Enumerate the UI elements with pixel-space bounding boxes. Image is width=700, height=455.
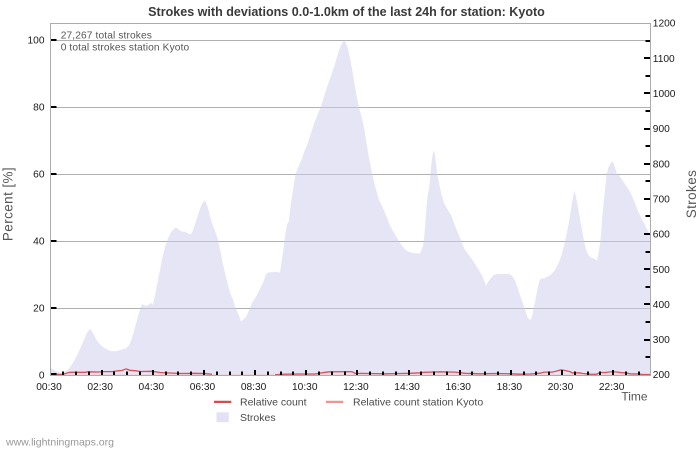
svg-text:00:30: 00:30 [36,382,62,393]
svg-text:20:30: 20:30 [548,382,574,393]
svg-text:Strokes: Strokes [240,412,276,424]
svg-text:400: 400 [653,300,670,311]
svg-text:20: 20 [33,303,45,314]
svg-text:04:30: 04:30 [139,382,165,393]
svg-text:Relative count: Relative count [240,396,307,408]
svg-text:06:30: 06:30 [190,382,216,393]
svg-text:18:30: 18:30 [497,382,523,393]
svg-text:700: 700 [653,195,670,206]
svg-text:27,267 total strokes: 27,267 total strokes [61,30,152,41]
svg-text:200: 200 [653,370,670,381]
svg-text:1100: 1100 [653,54,675,65]
svg-text:0 total strokes station Kyoto: 0 total strokes station Kyoto [61,42,190,53]
svg-text:40: 40 [33,236,45,247]
svg-text:1000: 1000 [653,89,676,100]
svg-text:16:30: 16:30 [445,382,471,393]
svg-text:08:30: 08:30 [241,382,267,393]
svg-text:1200: 1200 [653,19,676,30]
svg-text:600: 600 [653,230,670,241]
svg-text:22:30: 22:30 [599,382,625,393]
svg-text:14:30: 14:30 [394,382,420,393]
svg-text:10:30: 10:30 [292,382,318,393]
svg-text:900: 900 [653,124,670,135]
svg-text:0: 0 [39,370,45,381]
svg-text:www.lightningmaps.org: www.lightningmaps.org [5,437,114,449]
svg-text:Strokes with deviations 0.0-1.: Strokes with deviations 0.0-1.0km of the… [148,5,545,19]
svg-text:Time: Time [621,390,648,404]
svg-text:100: 100 [28,36,45,47]
svg-text:Strokes: Strokes [684,170,699,219]
svg-text:80: 80 [33,103,45,114]
svg-text:60: 60 [33,170,45,181]
svg-text:300: 300 [653,335,670,346]
svg-text:02:30: 02:30 [87,382,113,393]
svg-text:800: 800 [653,159,670,170]
svg-text:12:30: 12:30 [343,382,369,393]
svg-text:Percent [%]: Percent [%] [1,167,16,241]
svg-text:500: 500 [653,265,670,276]
svg-text:Relative count station Kyoto: Relative count station Kyoto [353,396,483,408]
